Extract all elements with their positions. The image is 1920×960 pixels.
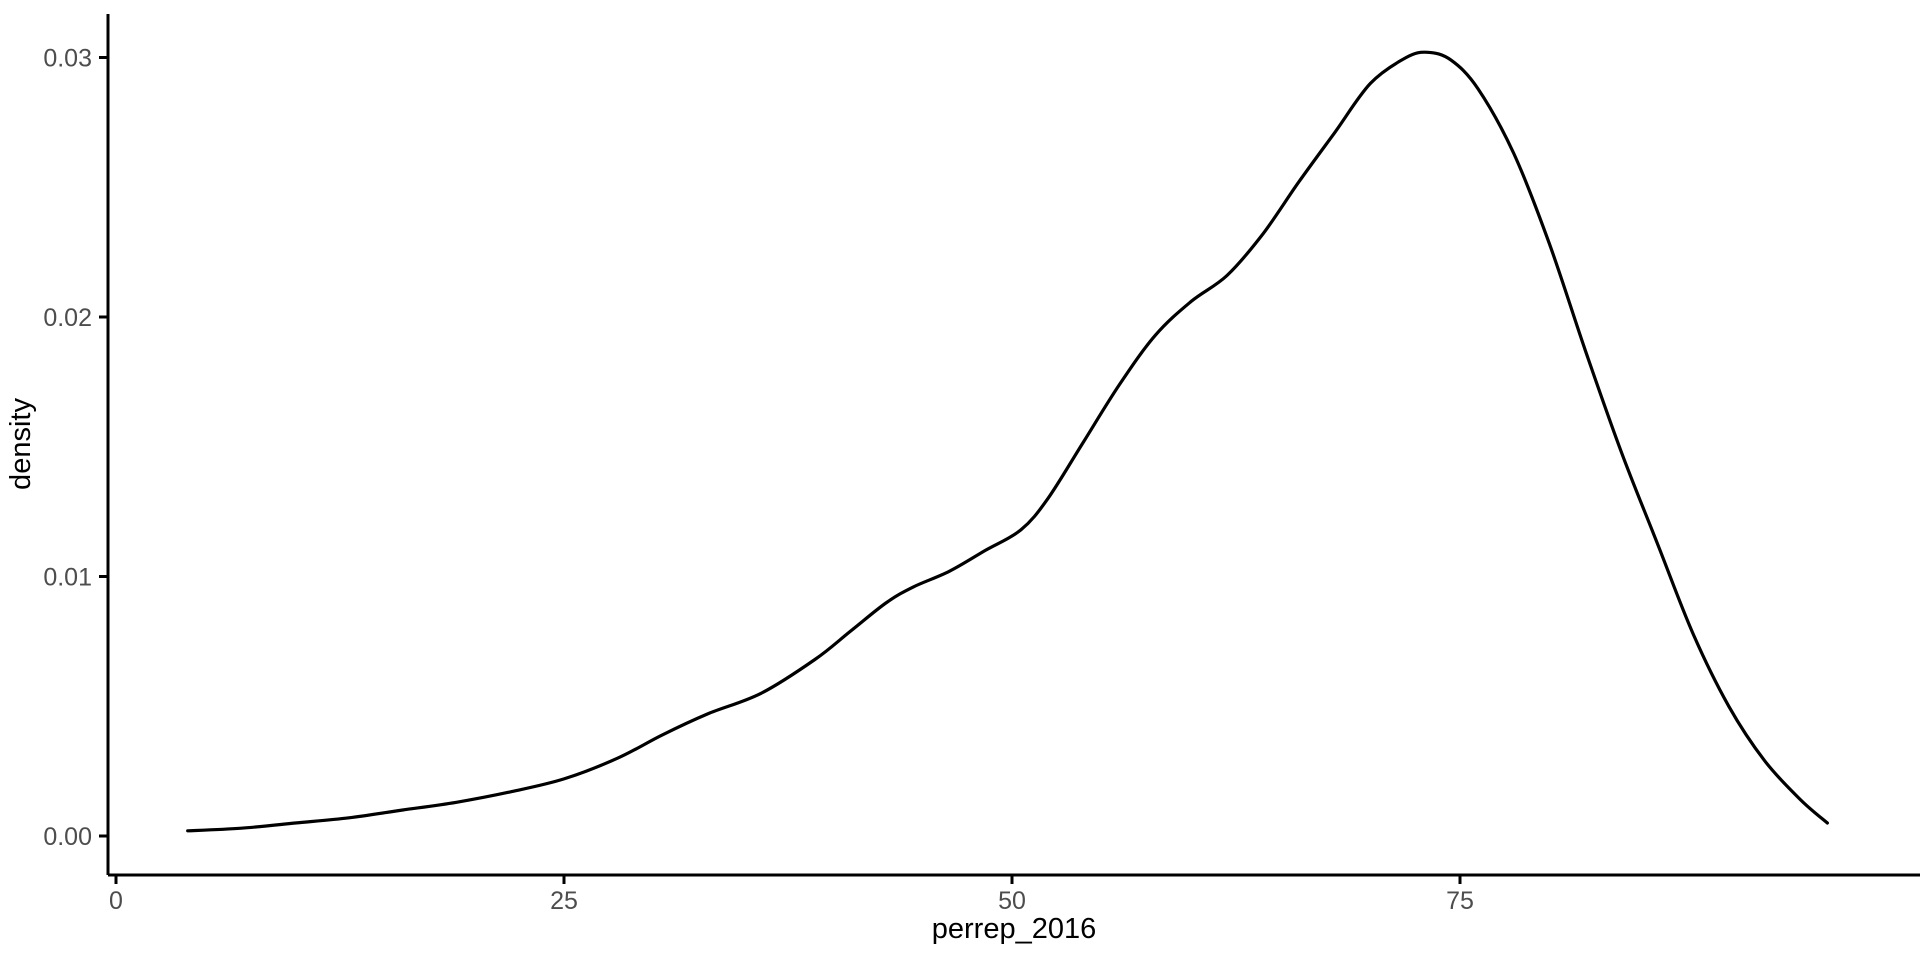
x-tick-label: 25	[550, 887, 578, 915]
x-axis-tick-labels: 0 25 50 75	[109, 887, 1474, 915]
x-axis-title: perrep_2016	[932, 913, 1096, 945]
density-curve	[186, 50, 1829, 833]
x-tick-label: 0	[109, 887, 123, 915]
y-tick-label: 0.00	[43, 823, 92, 851]
x-tick-label: 50	[998, 887, 1026, 915]
y-axis-ticks	[99, 56, 108, 838]
x-axis-ticks	[114, 875, 1462, 884]
x-tick-label: 75	[1446, 887, 1474, 915]
plot-panel	[108, 14, 1920, 875]
y-tick-label: 0.02	[43, 304, 92, 332]
y-tick-label: 0.03	[43, 45, 92, 73]
y-tick-label: 0.01	[43, 564, 92, 592]
y-axis-tick-labels: 0.00 0.01 0.02 0.03	[43, 45, 92, 852]
y-axis-title: density	[5, 398, 37, 490]
